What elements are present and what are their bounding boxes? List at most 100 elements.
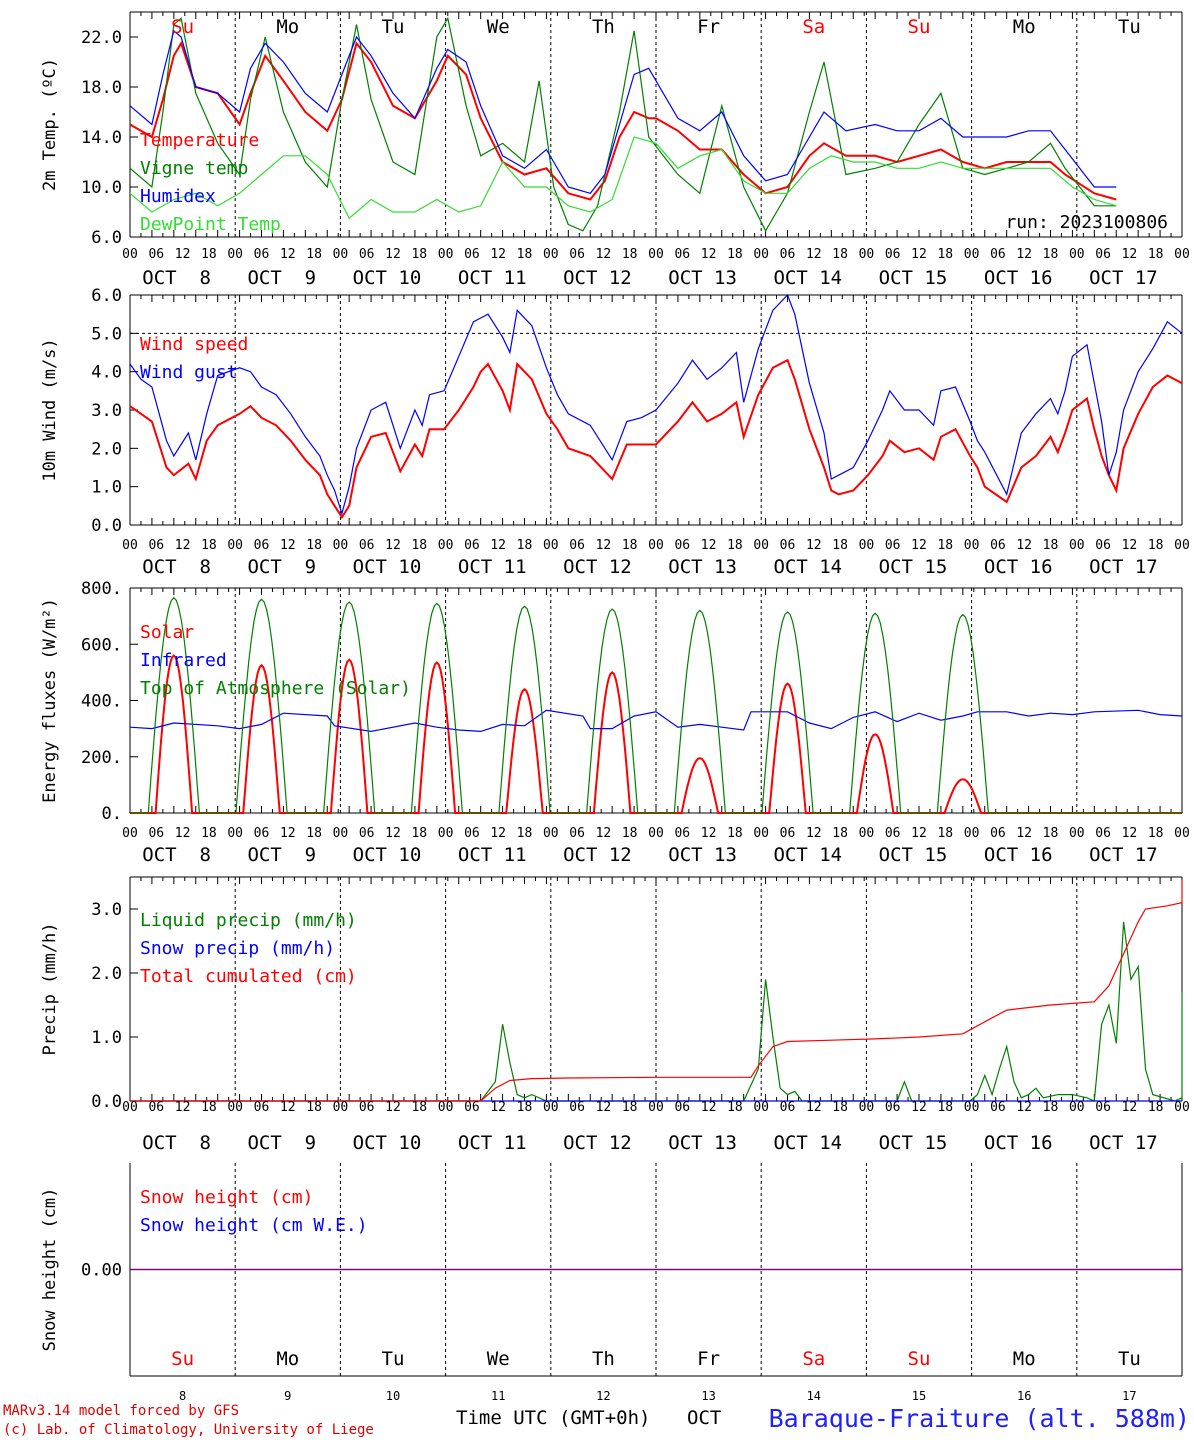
- y-tick-label: 6.0: [91, 228, 122, 248]
- legend-entry: Temperature: [140, 130, 259, 151]
- hour-tick-label: 12: [1122, 826, 1138, 841]
- weekday-label: Su: [171, 16, 194, 38]
- hour-tick-label: 12: [1122, 538, 1138, 553]
- hour-tick-label: 00: [859, 538, 875, 553]
- series-line-total-cumulated-cm-: [130, 880, 1183, 1102]
- hour-tick-label: 12: [911, 1100, 927, 1115]
- hour-tick-label: 12: [280, 247, 296, 262]
- weekday-label-bottom: Sa: [802, 1348, 825, 1370]
- date-label: OCT 12: [563, 556, 632, 578]
- hour-tick-label: 00: [333, 1100, 349, 1115]
- hour-tick-label: 18: [1148, 538, 1164, 553]
- date-label: OCT 12: [563, 1132, 632, 1154]
- hour-tick-label: 18: [517, 247, 533, 262]
- hour-tick-label: 06: [254, 538, 270, 553]
- hour-tick-label: 18: [622, 538, 638, 553]
- hour-tick-label: 00: [543, 247, 559, 262]
- y-tick-label: 0.: [102, 804, 122, 824]
- hour-tick-label: 18: [1148, 1100, 1164, 1115]
- series-line-humidex: [129, 29, 1117, 194]
- hour-tick-label: 12: [1122, 247, 1138, 262]
- date-label: OCT 17: [1089, 1132, 1158, 1154]
- credit-line-1: MARv3.14 model forced by GFS: [3, 1403, 239, 1419]
- y-tick-label: 800.: [81, 579, 122, 599]
- hour-tick-label: 06: [254, 826, 270, 841]
- hour-tick-label: 18: [727, 1100, 743, 1115]
- hour-tick-label: 00: [648, 538, 664, 553]
- hour-tick-label: 00: [859, 1100, 875, 1115]
- hour-tick-label: 18: [306, 247, 322, 262]
- hour-tick-label: 12: [280, 1100, 296, 1115]
- weekday-label: Tu: [1118, 16, 1141, 38]
- run-label: run: 2023100806: [1005, 212, 1168, 233]
- hour-tick-label: 06: [254, 247, 270, 262]
- hour-tick-label: 18: [832, 247, 848, 262]
- hour-tick-label: 12: [490, 1100, 506, 1115]
- hour-tick-label: 12: [175, 538, 191, 553]
- date-label: OCT 16: [984, 844, 1053, 866]
- hour-tick-label: 18: [1043, 1100, 1059, 1115]
- hour-tick-label: 18: [517, 1100, 533, 1115]
- weekday-label-bottom: Tu: [1118, 1348, 1141, 1370]
- hour-tick-label: 06: [990, 247, 1006, 262]
- hour-tick-label: 00: [648, 247, 664, 262]
- hour-tick-label: 00: [122, 538, 138, 553]
- time-axis-label: Time UTC (GMT+0h): [456, 1407, 650, 1429]
- date-label: OCT 8: [142, 267, 211, 289]
- y-tick-label: 3.0: [91, 900, 122, 920]
- hour-tick-label: 18: [727, 538, 743, 553]
- hour-tick-label: 18: [1148, 247, 1164, 262]
- y-tick-label: 4.0: [91, 363, 122, 383]
- y-tick-label: 22.0: [81, 28, 122, 48]
- date-label: OCT 13: [668, 1132, 737, 1154]
- hour-tick-label: 06: [569, 247, 585, 262]
- hour-tick-label: 12: [175, 1100, 191, 1115]
- hour-tick-label: 00: [438, 247, 454, 262]
- hour-tick-label: 06: [569, 1100, 585, 1115]
- hour-tick-label: 12: [701, 247, 717, 262]
- hour-tick-label: 12: [490, 826, 506, 841]
- hour-tick-label: 00: [543, 1100, 559, 1115]
- hour-tick-label: 00: [333, 826, 349, 841]
- date-label: OCT 11: [458, 1132, 527, 1154]
- series-line-liquid-precip-mm-h-: [130, 921, 1183, 1102]
- y-tick-label: 0.00: [81, 1261, 122, 1281]
- hour-tick-label: 06: [569, 538, 585, 553]
- date-label: OCT 9: [247, 267, 316, 289]
- y-axis-title: 2m Temp. (ºC): [40, 58, 60, 191]
- legend-entry: Wind speed: [140, 334, 248, 355]
- hour-tick-label: 00: [1174, 247, 1190, 262]
- hour-tick-label: 18: [306, 538, 322, 553]
- date-label: OCT 13: [668, 556, 737, 578]
- hour-tick-label: 12: [1016, 247, 1032, 262]
- date-label: OCT 14: [773, 556, 842, 578]
- hour-tick-label: 00: [122, 247, 138, 262]
- hour-tick-label: 06: [885, 1100, 901, 1115]
- hour-tick-label: 12: [911, 538, 927, 553]
- weekday-label: Sa: [802, 16, 825, 38]
- date-label: OCT 10: [353, 1132, 422, 1154]
- weekday-label-bottom: Tu: [382, 1348, 405, 1370]
- date-label: OCT 17: [1089, 267, 1158, 289]
- date-label: OCT 9: [247, 844, 316, 866]
- legend-entry: Snow height (cm): [140, 1187, 313, 1208]
- hour-tick-label: 00: [1174, 538, 1190, 553]
- hour-tick-label: 12: [175, 247, 191, 262]
- hour-tick-label: 18: [727, 247, 743, 262]
- y-tick-label: 1.0: [91, 1028, 122, 1048]
- hour-tick-label: 06: [464, 826, 480, 841]
- hour-tick-label: 12: [1016, 538, 1032, 553]
- hour-tick-label: 12: [806, 538, 822, 553]
- hour-tick-label: 12: [385, 538, 401, 553]
- hour-tick-label: 12: [701, 538, 717, 553]
- y-tick-label: 18.0: [81, 78, 122, 98]
- hour-tick-label: 00: [648, 1100, 664, 1115]
- date-label: OCT 10: [353, 267, 422, 289]
- date-label: OCT 8: [142, 1132, 211, 1154]
- hour-tick-label: 00: [753, 826, 769, 841]
- hour-tick-label: 00: [964, 826, 980, 841]
- hour-tick-label: 12: [385, 1100, 401, 1115]
- legend-entry: Solar: [140, 622, 194, 643]
- legend-entry: Vigne temp: [140, 158, 248, 179]
